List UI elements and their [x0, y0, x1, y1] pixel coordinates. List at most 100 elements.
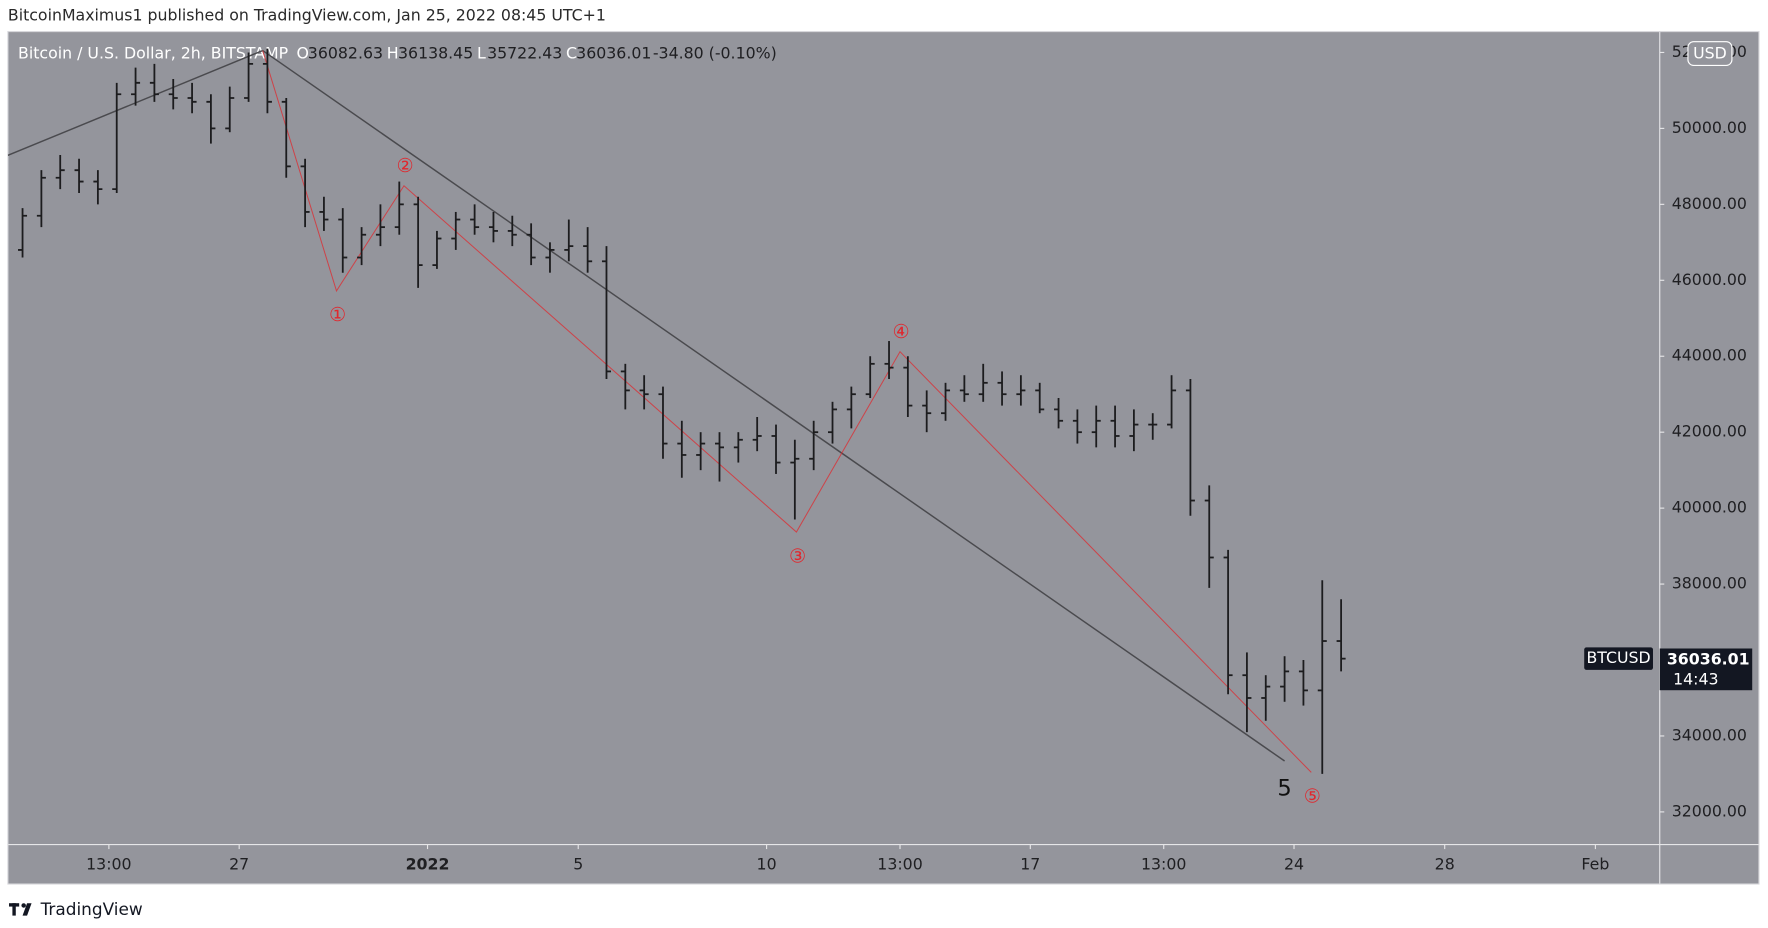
ohlc-bar [1072, 409, 1082, 444]
ohlc-bar [545, 242, 555, 273]
ohlc-bar [997, 371, 1007, 406]
plot-area [7, 48, 1346, 774]
ohlc-bar [1242, 652, 1252, 733]
ohlc-bar [1167, 375, 1177, 429]
ohlc-bar [168, 79, 178, 110]
ohlc-bar [526, 223, 536, 266]
ohlc-bar [601, 246, 611, 380]
x-tick-label: 13:00 [1141, 854, 1186, 873]
y-tick-label: 46000.00 [1672, 270, 1747, 289]
ohlc-bar [470, 204, 480, 235]
currency-label[interactable]: USD [1693, 44, 1727, 63]
ohlc-bar [846, 386, 856, 429]
legend-change: -34.80 (-0.10%) [653, 44, 777, 63]
x-tick-label: 13:00 [86, 854, 131, 873]
ohlc-bar [93, 170, 103, 205]
ohlc-bar [771, 424, 781, 474]
footer-brand: TradingView [40, 899, 143, 919]
wave-line [262, 50, 1312, 773]
ohlc-bar [941, 382, 951, 421]
ohlc-bar [300, 158, 310, 228]
ohlc-bar [281, 98, 291, 178]
ohlc-bar [1148, 413, 1158, 440]
ohlc-bar [714, 432, 725, 482]
x-tick-label: 2022 [406, 854, 450, 873]
y-tick-label: 38000.00 [1672, 574, 1747, 593]
ohlc-bar [262, 48, 272, 114]
ohlc-bar [1035, 382, 1045, 414]
ohlc-bar [583, 227, 593, 273]
ohlc-bar [18, 208, 28, 258]
y-tick-label: 34000.00 [1672, 725, 1747, 744]
x-tick-label: 17 [1020, 854, 1040, 873]
wave-label: ① [329, 303, 346, 326]
ohlc-bar [1336, 599, 1346, 672]
ohlc-bar [55, 154, 65, 190]
x-tick-label: Feb [1581, 854, 1609, 873]
ohlc-bar [809, 420, 819, 471]
ohlc-bar [1129, 409, 1139, 452]
y-tick-label: 32000.00 [1672, 801, 1747, 820]
ohlc-bar [564, 219, 574, 262]
x-tick-label: 28 [1435, 854, 1455, 873]
ohlc-bar [187, 82, 197, 114]
y-tick-label: 42000.00 [1672, 422, 1747, 441]
ohlc-bar [432, 230, 442, 269]
ohlc-bar [338, 208, 348, 273]
y-tick-label: 50000.00 [1672, 118, 1747, 137]
legend-o-label: O [297, 44, 309, 63]
ohlc-bar [677, 420, 687, 478]
ohlc-bar [733, 432, 743, 463]
ohlc-bar [639, 375, 649, 410]
last-price: 36036.01 [1667, 649, 1750, 668]
legend-high: 36138.45 [398, 44, 473, 63]
y-tick-label: 40000.00 [1672, 498, 1747, 517]
ohlc-bar [696, 432, 706, 471]
ohlc-bar [1110, 405, 1120, 448]
ohlc-bar [1317, 580, 1327, 774]
ohlc-bar [1298, 660, 1308, 706]
ohlc-bar [1204, 485, 1214, 588]
ohlc-bar [413, 196, 423, 288]
ohlc-bar [658, 386, 668, 459]
ohlc-bar [903, 356, 913, 417]
chart-panel [7, 31, 1759, 885]
ohlc-bar [1091, 405, 1101, 448]
y-tick-label: 44000.00 [1672, 346, 1747, 365]
wave-label: ④ [893, 320, 910, 343]
ohlc-bar [865, 356, 875, 399]
ohlc-bar [319, 196, 329, 231]
ohlc-bar [1185, 379, 1195, 516]
ohlc-bar [112, 82, 122, 193]
ohlc-bar [828, 401, 838, 444]
x-tick-label: 5 [573, 854, 583, 873]
ohlc-bar [451, 211, 461, 250]
ohlc-bar [488, 211, 498, 243]
trend-line [262, 49, 1286, 762]
countdown: 14:43 [1673, 670, 1718, 689]
ohlc-bar [507, 215, 517, 247]
ohlc-bar [922, 390, 932, 433]
ohlc-bar [1261, 675, 1271, 721]
legend-close: 36036.01 [576, 44, 651, 63]
ohlc-bar [1016, 375, 1026, 406]
annotation: 5 [1277, 776, 1291, 802]
currency-badge[interactable] [1687, 41, 1733, 66]
x-tick-label: 13:00 [877, 854, 922, 873]
ohlc-bar [74, 158, 84, 193]
ohlc-bar [978, 363, 988, 402]
legend-l-label: L [477, 44, 486, 63]
ohlc-bar [375, 204, 385, 247]
footer-logo [9, 903, 32, 916]
ohlc-bar [149, 63, 159, 102]
ohlc-bar [1223, 549, 1233, 695]
ohlc-bar [884, 341, 894, 380]
wave-label: ② [397, 154, 414, 177]
ohlc-bar [131, 67, 141, 106]
ohlc-bar [394, 181, 404, 235]
legend-low: 35722.43 [487, 44, 562, 63]
ohlc-bar [36, 170, 46, 228]
wave-label: ③ [789, 544, 806, 567]
ohlc-bar [244, 52, 254, 102]
